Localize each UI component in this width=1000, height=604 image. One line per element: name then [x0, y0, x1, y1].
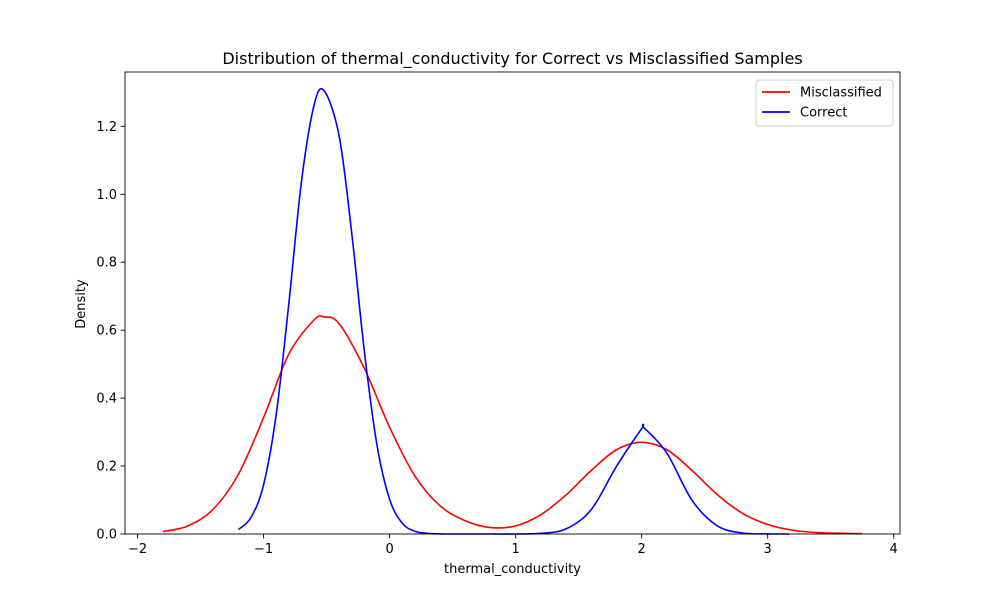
plot-frame [124, 71, 901, 535]
y-tick-label: 1.2 [96, 120, 117, 135]
y-axis-label: Density [74, 279, 89, 329]
x-tick-label: 4 [890, 542, 898, 557]
series-line-correct [237, 87, 790, 535]
legend: Misclassified Correct [755, 79, 894, 127]
x-axis-label: thermal_conductivity [444, 562, 581, 577]
x-tick-label: 2 [638, 542, 646, 557]
x-tick-label: −2 [128, 542, 147, 557]
x-tick-label: 0 [385, 542, 393, 557]
axes: −2 −1 0 1 2 3 4 0.0 0.2 0.4 0.6 0.8 1.0 1.2 [96, 71, 901, 557]
y-tick-label: 1.0 [96, 188, 117, 203]
y-tick-label: 0.8 [96, 256, 117, 271]
chart-title: Distribution of thermal_conductivity for… [222, 49, 802, 69]
legend-box [755, 79, 894, 127]
x-tick-label: 3 [764, 542, 772, 557]
x-tick-label: −1 [254, 542, 273, 557]
y-tick-label: 0.2 [96, 460, 117, 475]
x-tick-label: 1 [512, 542, 520, 557]
series-lines [162, 87, 863, 535]
legend-label-correct: Correct [800, 106, 847, 121]
y-tick-label: 0.0 [96, 528, 117, 543]
y-tick-label: 0.6 [96, 324, 117, 339]
y-tick-label: 0.4 [96, 392, 117, 407]
series-line-misclassified [162, 315, 863, 535]
legend-label-misclassified: Misclassified [800, 86, 882, 101]
